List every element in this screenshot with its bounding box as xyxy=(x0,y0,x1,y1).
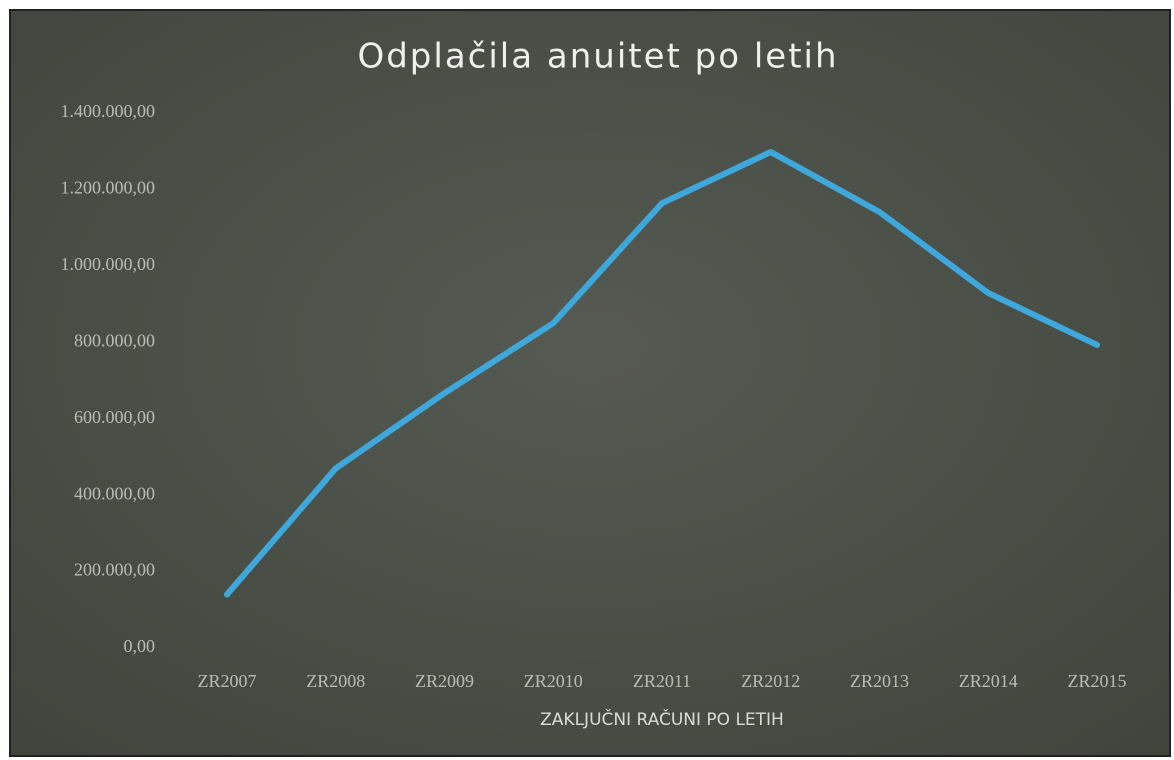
y-tick-label: 1.200.000,00 xyxy=(61,178,156,198)
y-tick-label: 800.000,00 xyxy=(74,330,155,350)
y-tick-label: 1.400.000,00 xyxy=(61,101,156,121)
y-tick-label: 200.000,00 xyxy=(74,560,155,580)
x-tick-label: ZR2008 xyxy=(306,671,365,691)
x-tick-label: ZR2014 xyxy=(959,671,1018,691)
x-tick-label: ZR2015 xyxy=(1067,671,1126,691)
x-tick-label: ZR2010 xyxy=(524,671,583,691)
data-line xyxy=(224,148,1100,598)
y-tick-label: 1.000.000,00 xyxy=(61,254,156,274)
y-tick-label: 600.000,00 xyxy=(74,407,155,427)
y-tick-label: 0,00 xyxy=(124,636,156,656)
chart-background xyxy=(9,9,1171,757)
x-tick-label: ZR2007 xyxy=(197,671,256,691)
x-axis-label: ZAKLJUČNI RAČUNI PO LETIH xyxy=(540,708,784,730)
x-tick-label: ZR2013 xyxy=(850,671,909,691)
x-tick-label: ZR2012 xyxy=(741,671,800,691)
chart-title: Odplačila anuitet po letih xyxy=(357,37,838,77)
x-tick-label: ZR2011 xyxy=(633,671,691,691)
y-tick-label: 400.000,00 xyxy=(74,483,155,503)
x-tick-label: ZR2009 xyxy=(415,671,474,691)
